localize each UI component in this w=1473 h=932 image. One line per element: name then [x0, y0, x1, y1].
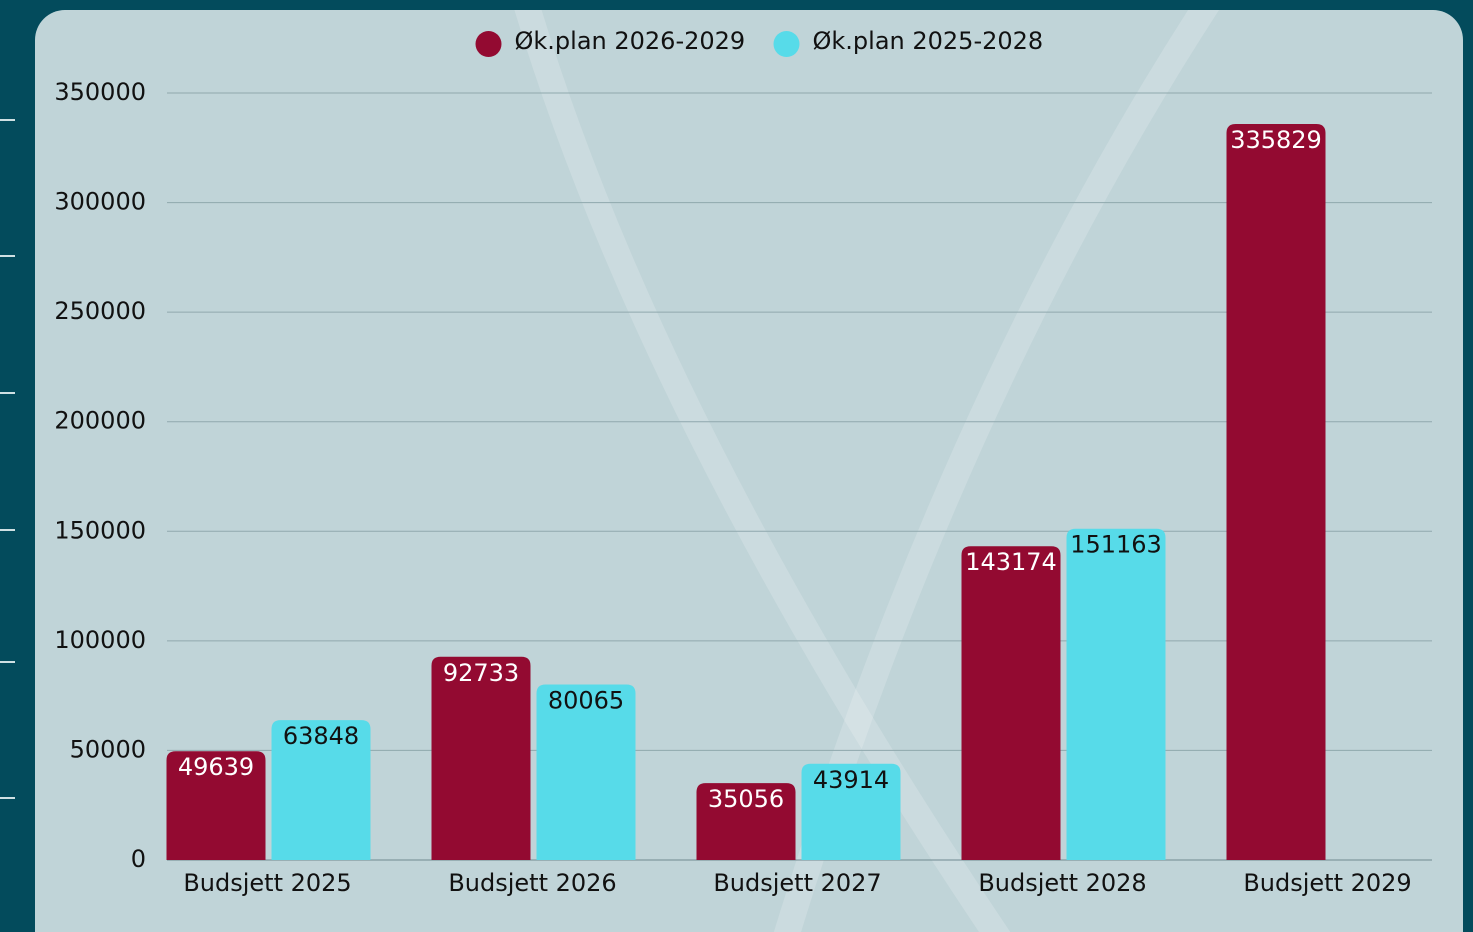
legend-swatch	[475, 31, 502, 57]
value-label: 35056	[708, 785, 784, 813]
x-tick-label: Budsjett 2027	[713, 869, 881, 897]
y-tick-label: 300000	[54, 188, 146, 216]
x-tick-label: Budsjett 2026	[448, 869, 616, 897]
value-label: 143174	[965, 548, 1057, 576]
y-tick-label: 150000	[54, 516, 146, 544]
x-tick-label: Budsjett 2025	[183, 869, 351, 897]
value-label: 43914	[813, 766, 889, 794]
x-tick-label: Budsjett 2028	[978, 869, 1146, 897]
bar	[696, 783, 796, 860]
value-label: 49639	[178, 753, 254, 781]
x-tick-label: Budsjett 2029	[1243, 869, 1411, 897]
y-tick-label: 0	[131, 845, 146, 873]
y-tick-label: 250000	[54, 297, 146, 325]
legend-label: Øk.plan 2026-2029	[515, 27, 746, 55]
bar	[961, 546, 1061, 860]
y-tick-label: 350000	[54, 78, 146, 106]
value-label: 80065	[548, 687, 624, 715]
value-label: 63848	[283, 722, 359, 750]
value-label: 92733	[443, 659, 519, 687]
y-tick-label: 200000	[54, 407, 146, 435]
bar	[166, 751, 266, 860]
value-label: 335829	[1230, 126, 1322, 154]
bar	[1066, 528, 1166, 860]
legend-swatch	[773, 31, 800, 57]
side-ticks	[0, 119, 15, 799]
bar	[536, 684, 636, 860]
bar	[431, 656, 531, 860]
bar	[801, 763, 901, 860]
legend-label: Øk.plan 2025-2028	[813, 27, 1044, 55]
bar	[271, 720, 371, 860]
y-tick-label: 50000	[70, 735, 146, 763]
y-tick-label: 100000	[54, 626, 146, 654]
value-label: 151163	[1070, 531, 1162, 559]
bar	[1226, 124, 1326, 860]
